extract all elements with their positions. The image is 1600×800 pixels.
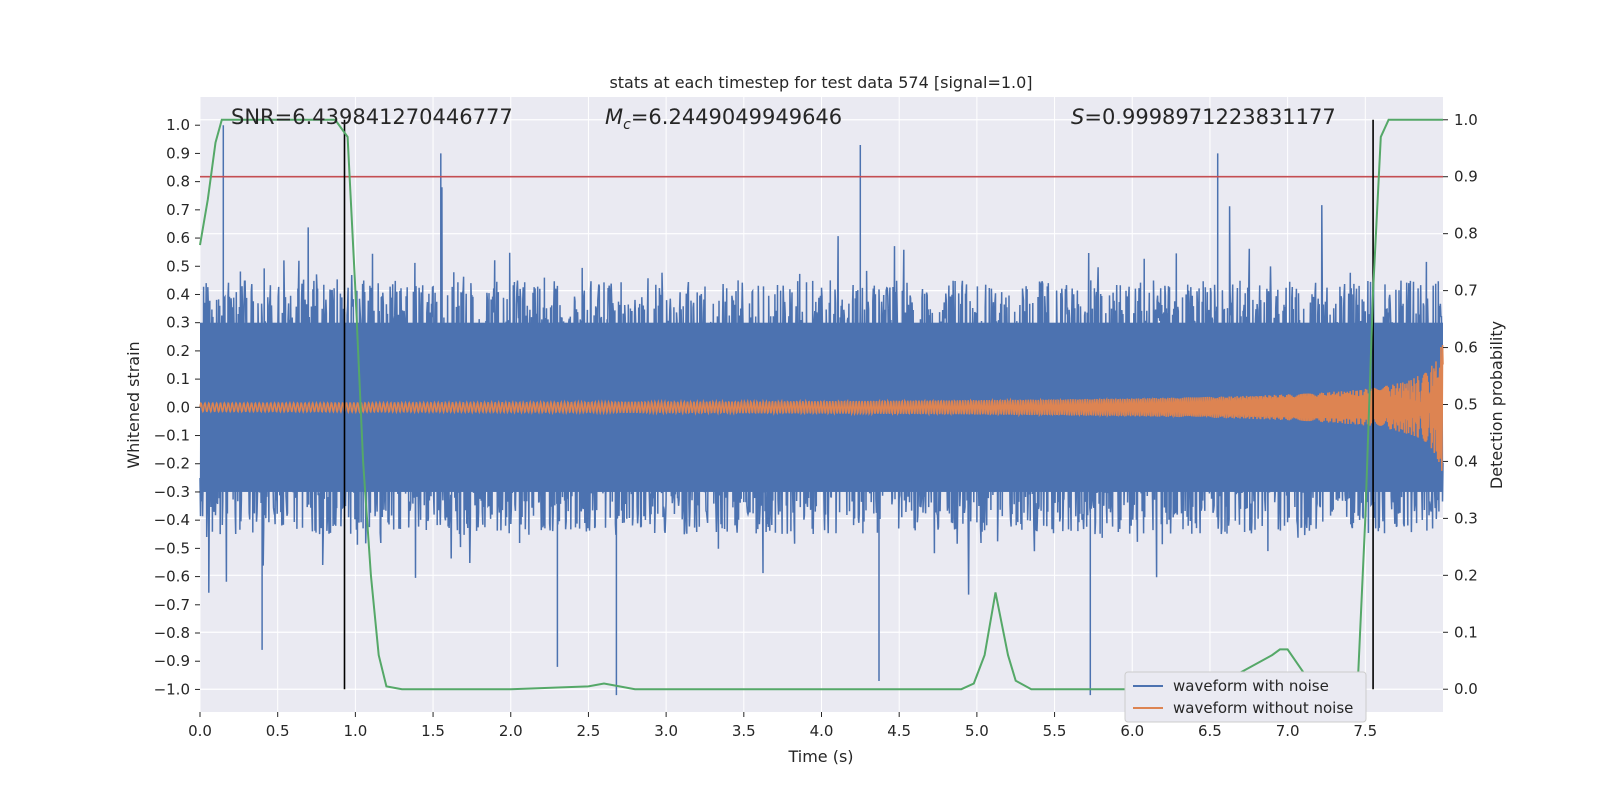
legend-label-clean: waveform without noise	[1173, 699, 1353, 717]
y-left-tick-label-6: 0.4	[166, 285, 190, 303]
x-tick-label-11: 5.5	[1043, 722, 1067, 740]
x-axis-label: Time (s)	[787, 747, 853, 766]
x-tick-label-14: 7.0	[1276, 722, 1300, 740]
y-left-tick-label-20: −1.0	[154, 680, 190, 698]
y-left-tick-label-5: 0.5	[166, 257, 190, 275]
mc-value: =6.2449049949646	[631, 105, 842, 129]
y-left-tick-label-12: −0.2	[154, 455, 190, 473]
series-waveform-without-noise	[199, 344, 1444, 471]
x-tick-label-13: 6.5	[1198, 722, 1222, 740]
s-value: =0.9998971223831177	[1084, 105, 1335, 129]
s-annotation: S=0.9998971223831177	[1071, 105, 1336, 129]
x-tick-label-12: 6.0	[1120, 722, 1144, 740]
y-left-tick-label-0: 1.0	[166, 116, 190, 134]
y-left-tick-label-3: 0.7	[166, 201, 190, 219]
y-left-tick-label-14: −0.4	[154, 511, 190, 529]
y-left-tick-label-13: −0.3	[154, 483, 190, 501]
y-left-tick-label-4: 0.6	[166, 229, 190, 247]
y-left-tick-label-19: −0.9	[154, 652, 190, 670]
x-tick-label-4: 2.0	[499, 722, 523, 740]
y-right-tick-label-1: 0.9	[1454, 168, 1478, 186]
x-tick-label-5: 2.5	[577, 722, 601, 740]
y-left-ticks: 1.0 0.9 0.8 0.7 0.6 0.5 0.4 0.3 0.2 0.1 0.0 −0.1 −0.…	[154, 116, 200, 698]
x-tick-label-3: 1.5	[421, 722, 445, 740]
y-left-tick-label-11: −0.1	[154, 427, 190, 445]
y-left-tick-label-15: −0.5	[154, 539, 190, 557]
y-left-tick-label-17: −0.7	[154, 596, 190, 614]
x-tick-label-9: 4.5	[887, 722, 911, 740]
x-tick-label-6: 3.0	[654, 722, 678, 740]
y-left-axis-label: Whitened strain	[124, 341, 143, 468]
x-tick-label-10: 5.0	[965, 722, 989, 740]
y-right-tick-label-0: 1.0	[1454, 111, 1478, 129]
y-left-tick-label-8: 0.2	[166, 342, 190, 360]
clean-waveform-path	[199, 344, 1444, 471]
x-tick-label-8: 4.0	[810, 722, 834, 740]
mc-subscript: c	[623, 117, 631, 133]
mc-symbol: M	[605, 105, 623, 129]
y-right-ticks: 1.0 0.9 0.8 0.7 0.6 0.5 0.4 0.3 0.2 0.1 0.0	[1443, 111, 1478, 698]
y-right-tick-label-10: 0.0	[1454, 680, 1478, 698]
legend-label-noise: waveform with noise	[1173, 677, 1329, 695]
x-tick-label-2: 1.0	[343, 722, 367, 740]
y-right-tick-label-9: 0.1	[1454, 623, 1478, 641]
x-tick-label-1: 0.5	[266, 722, 290, 740]
x-ticks: 0.0 0.5 1.0 1.5 2.0 2.5 3.0 3.5 4.0 4.5 5.0 5.5 6.0 6…	[188, 712, 1377, 740]
y-left-tick-label-16: −0.6	[154, 568, 190, 586]
y-left-tick-label-1: 0.9	[166, 144, 190, 162]
y-right-tick-label-6: 0.4	[1454, 452, 1478, 470]
x-tick-label-7: 3.5	[732, 722, 756, 740]
s-symbol: S	[1071, 105, 1084, 129]
y-right-tick-label-4: 0.6	[1454, 339, 1478, 357]
y-right-tick-label-2: 0.8	[1454, 225, 1478, 243]
y-left-tick-label-2: 0.8	[166, 173, 190, 191]
chirp-mass-annotation: Mc=6.2449049949646	[605, 105, 842, 133]
snr-annotation: SNR=6.439841270446777	[231, 105, 513, 129]
y-left-tick-label-10: 0.0	[166, 398, 190, 416]
y-left-tick-label-7: 0.3	[166, 314, 190, 332]
x-tick-label-15: 7.5	[1353, 722, 1377, 740]
y-right-tick-label-8: 0.2	[1454, 566, 1478, 584]
chart-title: stats at each timestep for test data 574…	[609, 73, 1032, 92]
y-left-tick-label-18: −0.8	[154, 624, 190, 642]
y-left-tick-label-9: 0.1	[166, 370, 190, 388]
y-right-tick-label-5: 0.5	[1454, 396, 1478, 414]
y-right-tick-label-3: 0.7	[1454, 282, 1478, 300]
vertical-markers	[343, 119, 1374, 690]
y-right-tick-label-7: 0.3	[1454, 509, 1478, 527]
noisy-waveform-path	[199, 125, 1444, 696]
legend: waveform with noise waveform without noi…	[1124, 671, 1367, 723]
y-right-axis-label: Detection probability	[1487, 321, 1506, 489]
legend-box	[1124, 671, 1367, 723]
x-tick-label-0: 0.0	[188, 722, 212, 740]
